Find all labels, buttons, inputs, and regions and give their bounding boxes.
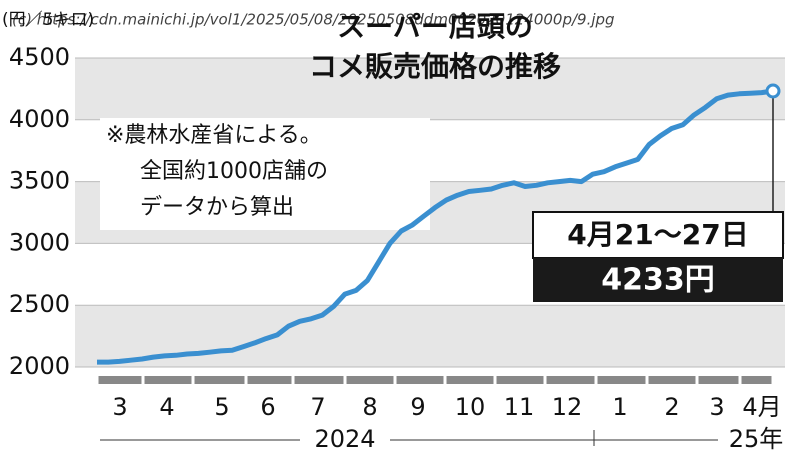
year-label: 25年 (729, 425, 784, 453)
x-tick-label: 8 (362, 393, 377, 421)
grid-band (75, 305, 785, 367)
month-bar (597, 376, 646, 384)
month-bar (698, 376, 739, 384)
chart-title: コメ販売価格の推移 (309, 50, 561, 83)
x-tick-label: 3 (112, 393, 127, 421)
month-bar (346, 376, 394, 384)
y-tick-label: 4000 (9, 105, 70, 133)
annotation-box (533, 258, 783, 302)
x-tick-label: 4 (159, 393, 174, 421)
x-tick-label: 1 (612, 393, 627, 421)
y-tick-label: 4500 (9, 43, 70, 71)
month-bar (496, 376, 544, 384)
note: 全国約1000店舗の (140, 159, 328, 184)
month-bar (294, 376, 344, 384)
month-bar (546, 376, 595, 384)
x-tick-label: 7 (310, 393, 325, 421)
month-bar (98, 376, 142, 384)
year-label: 2024 (314, 425, 375, 453)
line (97, 88, 774, 365)
chart-title: スーパー店頭の (337, 10, 533, 43)
x-tick-label: 3 (709, 393, 724, 421)
month-bar (396, 376, 444, 384)
end-point (765, 83, 781, 99)
y-unit: (円／5キロ) (2, 10, 94, 30)
month-bar (741, 376, 772, 384)
grid-band (75, 58, 785, 120)
month-bar (194, 376, 245, 384)
x-tick-label: 2 (664, 393, 679, 421)
x-tick-label: 5 (214, 393, 229, 421)
year-bg (718, 426, 794, 454)
note-bg (100, 118, 430, 230)
note: ※農林水産省による。 (106, 123, 322, 148)
x-tick-label: 10 (455, 393, 486, 421)
month-bar (446, 376, 494, 384)
x-tick-label: 6 (260, 393, 275, 421)
x-tick-label: 4月 (742, 393, 781, 421)
y-tick-label: 3000 (9, 228, 70, 256)
month-bar (648, 376, 696, 384)
x-tick-label: 11 (504, 393, 535, 421)
annotation-value: 4233円 (601, 263, 715, 298)
x-tick-label: 9 (410, 393, 425, 421)
note: データから算出 (140, 195, 294, 220)
y-tick-label: 2000 (9, 352, 70, 380)
annotation-period: 4月21～27日 (567, 218, 748, 251)
y-tick-label: 2500 (9, 290, 70, 318)
watermark: (c) https://cdn.mainichi.jp/vol1/2025/05… (12, 11, 615, 29)
month-bar (144, 376, 192, 384)
x-tick-label: 12 (552, 393, 583, 421)
annotation-box (532, 211, 784, 259)
month-bar (247, 376, 292, 384)
year-bg (300, 426, 390, 454)
y-tick-label: 3500 (9, 167, 70, 195)
